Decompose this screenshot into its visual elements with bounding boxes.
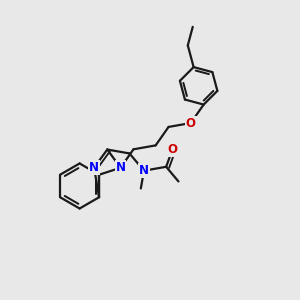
Text: O: O [186, 116, 196, 130]
Text: N: N [116, 161, 125, 174]
Text: O: O [167, 143, 177, 156]
Text: N: N [139, 164, 149, 177]
Text: N: N [89, 161, 99, 174]
